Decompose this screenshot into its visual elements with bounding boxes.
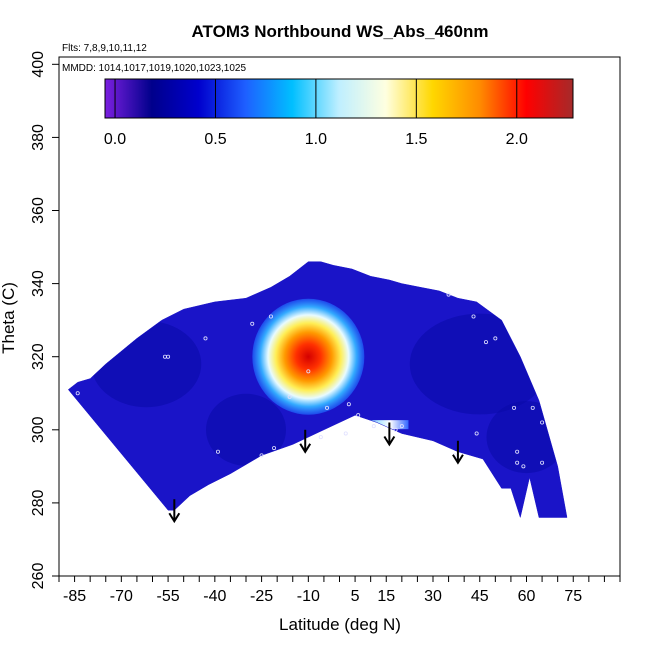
y-axis-label: Theta (C) bbox=[0, 282, 18, 354]
x-tick-label: 45 bbox=[471, 588, 489, 605]
sample-point bbox=[530, 405, 535, 410]
sample-point bbox=[215, 449, 220, 454]
y-tick-label: 300 bbox=[30, 416, 47, 443]
x-tick-label: 75 bbox=[564, 588, 582, 605]
sample-point bbox=[540, 460, 545, 465]
x-tick-label: 30 bbox=[424, 588, 442, 605]
colorbar-tick-label: 2.0 bbox=[506, 131, 528, 148]
sample-point bbox=[393, 427, 398, 432]
sample-point bbox=[540, 420, 545, 425]
sample-point bbox=[474, 431, 479, 436]
x-tick-label: 15 bbox=[377, 588, 395, 605]
sample-point bbox=[318, 435, 323, 440]
sample-point bbox=[250, 321, 255, 326]
sample-point bbox=[515, 449, 520, 454]
sample-point bbox=[371, 424, 376, 429]
chart-title: ATOM3 Northbound WS_Abs_460nm bbox=[192, 22, 489, 41]
x-tick-label: 60 bbox=[518, 588, 536, 605]
x-tick-label: -70 bbox=[110, 588, 133, 605]
sample-point bbox=[306, 369, 311, 374]
x-tick-label: -25 bbox=[250, 588, 273, 605]
colorbar-gradient bbox=[104, 78, 574, 119]
sample-point bbox=[483, 340, 488, 345]
x-tick-label: -10 bbox=[297, 588, 320, 605]
sample-point bbox=[346, 402, 351, 407]
sample-point bbox=[272, 446, 277, 451]
secondary-feature bbox=[362, 420, 409, 430]
y-axis: 260 280 300 320 340 360 380 400 bbox=[30, 51, 59, 589]
y-tick-label: 320 bbox=[30, 343, 47, 370]
sample-point bbox=[268, 314, 273, 319]
theta-latitude-field bbox=[67, 261, 568, 519]
colorbar-tick-label: 1.0 bbox=[305, 131, 327, 148]
sample-point bbox=[471, 314, 476, 319]
x-tick-label: -85 bbox=[63, 588, 86, 605]
sample-point bbox=[446, 292, 451, 297]
sample-point bbox=[493, 336, 498, 341]
profile-arrow bbox=[299, 429, 312, 454]
flights-note: Flts: 7,8,9,10,11,12 bbox=[62, 43, 147, 54]
colorbar: 0.0 0.5 1.0 1.5 2.0 bbox=[104, 78, 574, 148]
profile-arrow bbox=[383, 422, 396, 447]
colorbar-tick-label: 0.0 bbox=[104, 131, 126, 148]
sample-point bbox=[203, 336, 208, 341]
sample-point bbox=[166, 354, 171, 359]
y-tick-label: 260 bbox=[30, 563, 47, 590]
y-tick-label: 280 bbox=[30, 489, 47, 516]
x-axis-label: Latitude (deg N) bbox=[279, 615, 401, 634]
sample-point bbox=[515, 460, 520, 465]
sample-point bbox=[287, 394, 292, 399]
profile-arrow bbox=[168, 499, 181, 524]
x-axis: -85 -70 -55 -40 -25 -10 5 15 30 45 60 75 bbox=[58, 575, 621, 605]
sample-point bbox=[521, 464, 526, 469]
profile-arrow bbox=[452, 440, 464, 465]
sample-point bbox=[343, 431, 348, 436]
x-tick-label: -40 bbox=[203, 588, 226, 605]
y-tick-label: 400 bbox=[30, 51, 47, 78]
x-tick-label: -55 bbox=[157, 588, 180, 605]
sample-point bbox=[356, 413, 361, 418]
y-tick-label: 340 bbox=[30, 270, 47, 297]
mmdd-note: MMDD: 1014,1017,1019,1020,1023,1025 bbox=[62, 63, 246, 74]
maximum-feature bbox=[252, 298, 365, 415]
colorbar-tick-label: 0.5 bbox=[204, 131, 226, 148]
low-value-patch bbox=[409, 313, 550, 415]
sample-point bbox=[75, 391, 80, 396]
sample-point bbox=[325, 405, 330, 410]
low-value-patch bbox=[91, 320, 202, 408]
profile-arrows bbox=[168, 422, 464, 524]
x-tick-label: 5 bbox=[351, 588, 360, 605]
low-value-patch bbox=[486, 401, 567, 474]
low-value-patch bbox=[206, 393, 286, 466]
sample-point bbox=[259, 453, 264, 458]
colorbar-tick-label: 1.5 bbox=[405, 131, 427, 148]
y-tick-label: 380 bbox=[30, 124, 47, 151]
sample-point bbox=[399, 424, 404, 429]
sample-point bbox=[512, 405, 517, 410]
y-tick-label: 360 bbox=[30, 197, 47, 224]
